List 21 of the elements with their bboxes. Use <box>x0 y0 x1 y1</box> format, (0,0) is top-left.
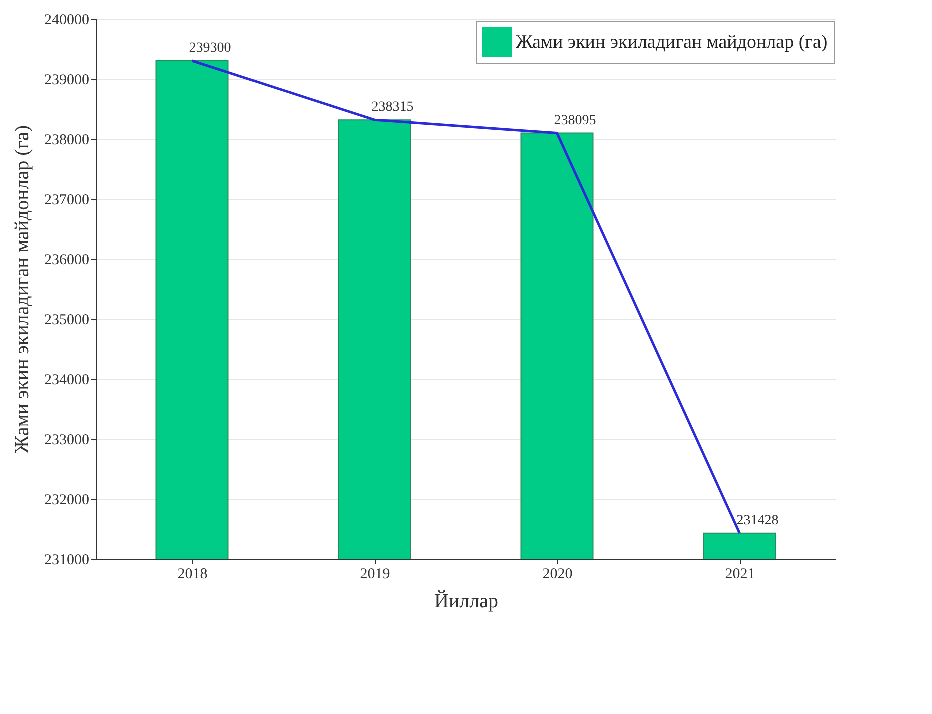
data-label: 231428 <box>736 513 779 528</box>
y-tick-label: 235000 <box>44 312 90 328</box>
x-axis-title: Йиллар <box>434 590 498 612</box>
y-tick-label: 232000 <box>44 492 90 508</box>
y-axis-title: Жами экин экиладиган майдонлар (га) <box>12 125 34 454</box>
data-label: 239300 <box>189 41 232 56</box>
y-tick-label: 236000 <box>44 252 90 268</box>
x-tick-label: 2018 <box>178 566 208 582</box>
y-tick-label: 240000 <box>44 12 90 28</box>
y-tick-label: 238000 <box>44 132 90 148</box>
data-label: 238315 <box>372 100 414 116</box>
x-tick-label: 2020 <box>542 566 573 582</box>
y-tick-label: 237000 <box>44 192 90 208</box>
y-tick-label: 239000 <box>44 72 90 88</box>
data-label: 238095 <box>554 113 596 128</box>
x-tick-label: 2019 <box>360 566 390 582</box>
y-tick-label: 233000 <box>44 432 90 448</box>
legend-label: Жами экин экиладиган майдонлар (га) <box>516 32 828 53</box>
y-tick-label: 231000 <box>44 552 90 568</box>
x-tick-label: 2021 <box>725 566 756 582</box>
y-tick-label: 234000 <box>44 372 90 388</box>
